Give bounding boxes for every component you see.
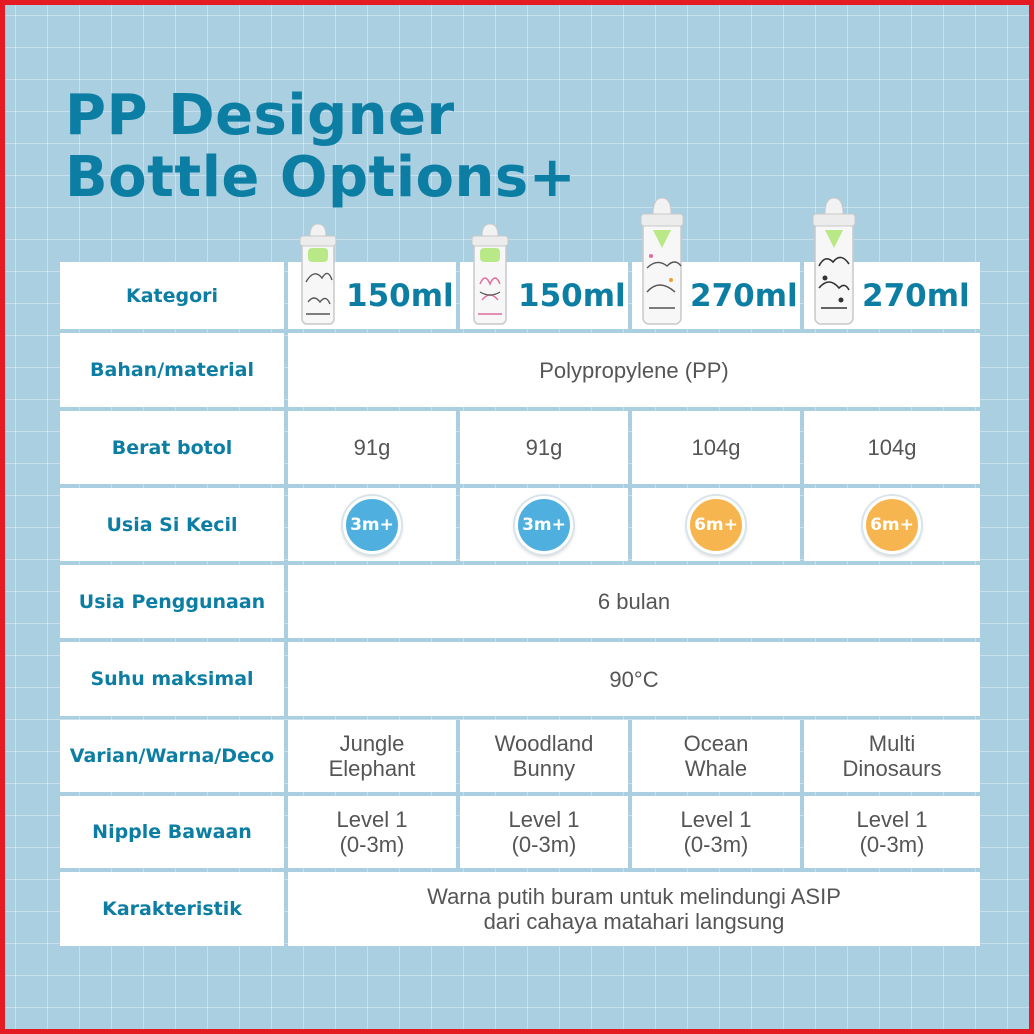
berat-cell-3: 104g (632, 411, 800, 484)
suhu-value: 90°C (288, 642, 980, 716)
label-penggunaan: Usia Penggunaan (60, 565, 284, 638)
nipple-cell-2: Level 1 (0-3m) (460, 796, 628, 868)
label-berat: Berat botol (60, 411, 284, 484)
varian-cell-2: Woodland Bunny (460, 720, 628, 792)
usia-cell-2: 3m+ (460, 488, 628, 561)
penggunaan-value: 6 bulan (288, 565, 980, 638)
kategori-cell-2: 150ml (460, 223, 628, 329)
jungle-elephant-bottle-icon (299, 223, 337, 325)
multi-dinosaurs-bottle-icon (812, 197, 856, 325)
ocean-whale-bottle-icon (640, 197, 684, 325)
label-karakteristik: Karakteristik (60, 872, 284, 946)
usia-cell-4: 6m+ (804, 488, 980, 561)
nipple-cell-1: Level 1 (0-3m) (288, 796, 456, 868)
title-line-2: Bottle Options+ (65, 145, 577, 210)
varian-cell-4: Multi Dinosaurs (804, 720, 980, 792)
kategori-cell-4: 270ml (804, 197, 980, 329)
label-kategori: Kategori (60, 262, 284, 329)
berat-cell-4: 104g (804, 411, 980, 484)
bahan-value: Polypropylene (PP) (288, 333, 980, 407)
age-badge-6m: 6m+ (863, 495, 921, 554)
karakteristik-value: Warna putih buram untuk melindungi ASIP d… (288, 872, 980, 946)
age-badge-3m: 3m+ (343, 495, 401, 554)
label-nipple: Nipple Bawaan (60, 796, 284, 868)
label-suhu: Suhu maksimal (60, 642, 284, 716)
kategori-cell-1: 150ml (288, 223, 456, 329)
kategori-cell-3: 270ml (632, 197, 800, 329)
page-title: PP Designer Bottle Options+ (65, 85, 576, 209)
label-bahan: Bahan/material (60, 333, 284, 407)
title-line-1: PP Designer (65, 83, 455, 148)
label-usia: Usia Si Kecil (60, 488, 284, 561)
berat-cell-1: 91g (288, 411, 456, 484)
woodland-bunny-bottle-icon (471, 223, 509, 325)
berat-cell-2: 91g (460, 411, 628, 484)
nipple-cell-3: Level 1 (0-3m) (632, 796, 800, 868)
usia-cell-3: 6m+ (632, 488, 800, 561)
age-badge-3m: 3m+ (515, 495, 573, 554)
nipple-cell-4: Level 1 (0-3m) (804, 796, 980, 868)
age-badge-6m: 6m+ (687, 495, 745, 554)
varian-cell-3: Ocean Whale (632, 720, 800, 792)
varian-cell-1: Jungle Elephant (288, 720, 456, 792)
label-varian: Varian/Warna/Deco (60, 720, 284, 792)
usia-cell-1: 3m+ (288, 488, 456, 561)
